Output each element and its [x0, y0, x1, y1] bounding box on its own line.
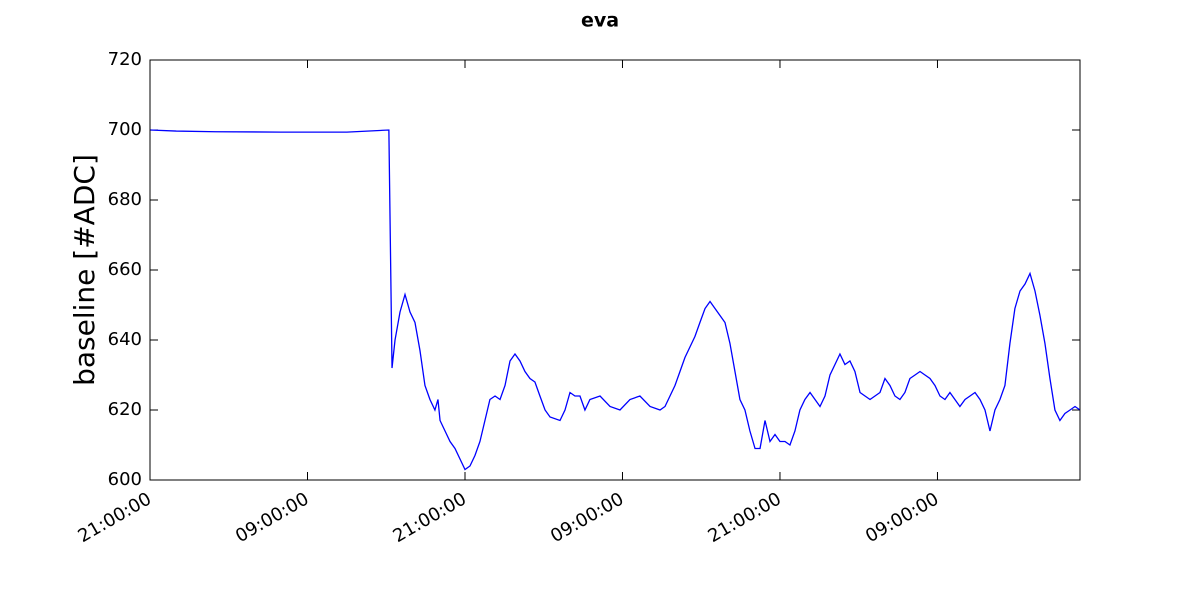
plot-frame — [149, 59, 1081, 481]
y-tick-label: 600 — [108, 469, 142, 490]
y-tick-label: 640 — [108, 329, 142, 350]
y-tick-label: 680 — [108, 189, 142, 210]
y-tick-label: 660 — [108, 259, 142, 280]
data-line — [149, 129, 1081, 471]
y-tick-label: 700 — [108, 119, 142, 140]
y-tick-label: 720 — [108, 49, 142, 70]
chart-title: eva — [581, 10, 619, 32]
y-tick-label: 620 — [108, 399, 142, 420]
y-axis-label: baseline [#ADC] — [68, 154, 101, 386]
